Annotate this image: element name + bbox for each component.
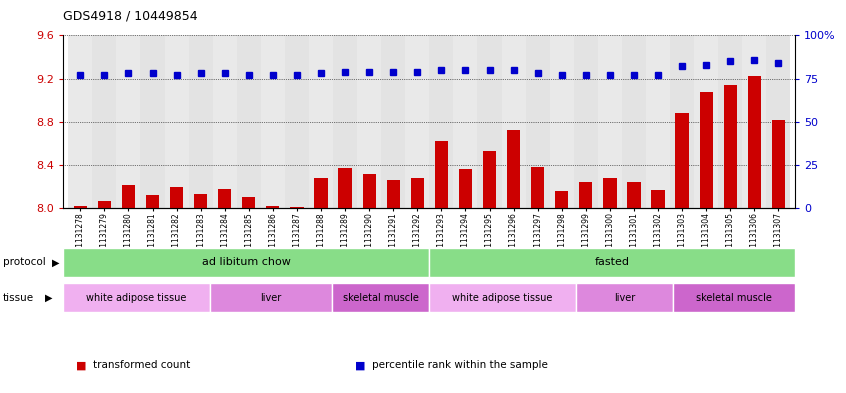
Text: percentile rank within the sample: percentile rank within the sample (372, 360, 548, 371)
Bar (285, 35, 309, 208)
Bar (165, 35, 189, 208)
Bar (766, 35, 790, 208)
Text: fasted: fasted (595, 257, 629, 267)
Bar (122, 184, 135, 208)
Bar (742, 35, 766, 208)
Bar (315, 178, 327, 208)
Bar (261, 35, 285, 208)
Bar (170, 187, 184, 208)
Text: ad libitum chow: ad libitum chow (202, 257, 291, 267)
Bar (189, 35, 212, 208)
Bar (574, 35, 598, 208)
Text: white adipose tissue: white adipose tissue (86, 293, 187, 303)
Bar (670, 35, 694, 208)
Bar (210, 283, 332, 312)
Bar (63, 283, 210, 312)
Bar (357, 35, 382, 208)
Bar (507, 130, 520, 208)
Text: protocol: protocol (3, 257, 46, 267)
Bar (673, 283, 795, 312)
Bar (146, 195, 159, 208)
Bar (550, 35, 574, 208)
Bar (772, 119, 785, 208)
Bar (194, 194, 207, 208)
Bar (525, 35, 550, 208)
Bar (531, 167, 544, 208)
Bar (675, 113, 689, 208)
Bar (429, 35, 453, 208)
Bar (483, 151, 496, 208)
Text: skeletal muscle: skeletal muscle (343, 293, 419, 303)
Bar (237, 35, 261, 208)
Bar (117, 35, 140, 208)
Bar (212, 35, 237, 208)
Text: skeletal muscle: skeletal muscle (696, 293, 772, 303)
Bar (429, 248, 795, 277)
Text: liver: liver (261, 293, 282, 303)
Bar (622, 35, 646, 208)
Bar (363, 174, 376, 208)
Bar (92, 35, 117, 208)
Bar (555, 191, 569, 208)
Bar (598, 35, 622, 208)
Bar (218, 189, 231, 208)
Text: liver: liver (614, 293, 635, 303)
Text: ■: ■ (76, 360, 86, 371)
Bar (405, 35, 429, 208)
Bar (435, 141, 448, 208)
Bar (140, 35, 165, 208)
Bar (63, 248, 429, 277)
Bar (748, 76, 761, 208)
Bar (98, 201, 111, 208)
Bar (502, 35, 525, 208)
Bar (694, 35, 718, 208)
Bar (266, 206, 279, 208)
Bar (453, 35, 477, 208)
Bar (646, 35, 670, 208)
Bar (309, 35, 333, 208)
Bar (628, 182, 640, 208)
Bar (242, 198, 255, 208)
Bar (718, 35, 742, 208)
Bar (333, 35, 357, 208)
Bar (700, 92, 713, 208)
Text: ■: ■ (355, 360, 365, 371)
Bar (459, 169, 472, 208)
Bar (723, 85, 737, 208)
Text: ▶: ▶ (45, 293, 52, 303)
Bar (69, 35, 92, 208)
Text: transformed count: transformed count (93, 360, 190, 371)
Bar (575, 283, 673, 312)
Bar (387, 180, 400, 208)
Bar (290, 207, 304, 208)
Bar (74, 206, 87, 208)
Bar (429, 283, 575, 312)
Text: GDS4918 / 10449854: GDS4918 / 10449854 (63, 10, 198, 23)
Text: white adipose tissue: white adipose tissue (453, 293, 552, 303)
Text: ▶: ▶ (52, 257, 60, 267)
Bar (603, 178, 617, 208)
Bar (651, 190, 665, 208)
Bar (477, 35, 502, 208)
Bar (580, 182, 592, 208)
Text: tissue: tissue (3, 293, 34, 303)
Bar (338, 168, 352, 208)
Bar (382, 35, 405, 208)
Bar (332, 283, 429, 312)
Bar (410, 178, 424, 208)
